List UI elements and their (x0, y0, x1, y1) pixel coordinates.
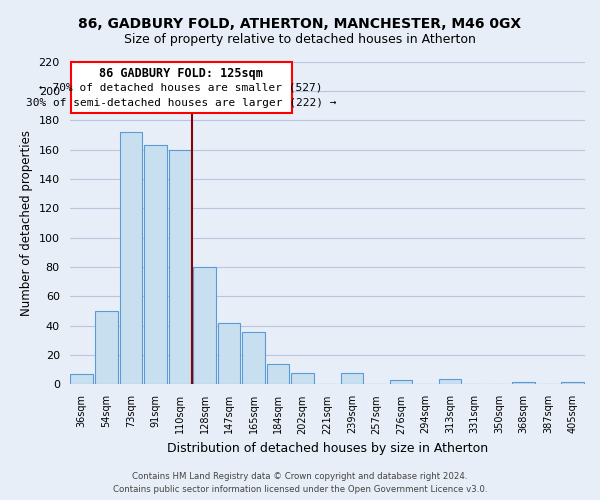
Bar (341, 372, 363, 384)
Bar (119, 132, 142, 384)
FancyBboxPatch shape (71, 62, 292, 113)
Bar (242, 332, 265, 384)
Text: Size of property relative to detached houses in Atherton: Size of property relative to detached ho… (124, 33, 476, 46)
Bar (389, 380, 412, 384)
Bar (292, 372, 314, 384)
Bar (267, 364, 289, 384)
Y-axis label: Number of detached properties: Number of detached properties (20, 130, 33, 316)
Bar (562, 382, 584, 384)
X-axis label: Distribution of detached houses by size in Atherton: Distribution of detached houses by size … (167, 442, 488, 455)
Bar (169, 150, 191, 384)
Bar (512, 382, 535, 384)
Text: 30% of semi-detached houses are larger (222) →: 30% of semi-detached houses are larger (… (26, 98, 337, 108)
Bar (144, 145, 167, 384)
Bar (439, 378, 461, 384)
Text: 86 GADBURY FOLD: 125sqm: 86 GADBURY FOLD: 125sqm (99, 66, 263, 80)
Text: ← 70% of detached houses are smaller (527): ← 70% of detached houses are smaller (52… (40, 83, 323, 93)
Text: 86, GADBURY FOLD, ATHERTON, MANCHESTER, M46 0GX: 86, GADBURY FOLD, ATHERTON, MANCHESTER, … (79, 18, 521, 32)
Bar (193, 267, 216, 384)
Bar (70, 374, 93, 384)
Bar (95, 311, 118, 384)
Text: Contains HM Land Registry data © Crown copyright and database right 2024.
Contai: Contains HM Land Registry data © Crown c… (113, 472, 487, 494)
Bar (218, 323, 241, 384)
